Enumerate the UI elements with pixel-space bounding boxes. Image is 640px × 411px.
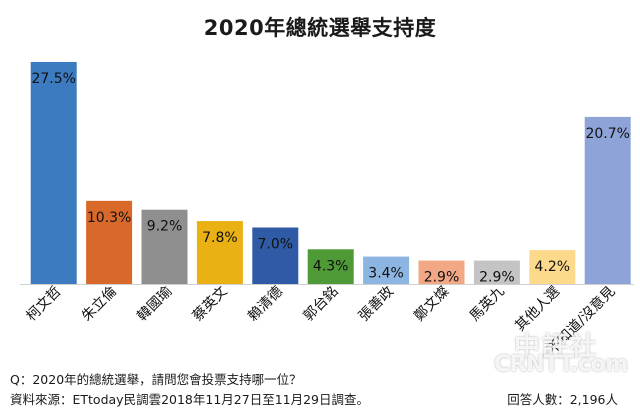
data-label: 2.9% [479, 270, 515, 286]
respondent-count: 回答人數：2,196人 [507, 392, 618, 407]
bar [141, 209, 188, 284]
data-label: 27.5% [31, 71, 75, 87]
watermark-cn: 中評社 [514, 332, 599, 362]
data-label: 4.3% [313, 258, 349, 274]
bar [363, 256, 410, 284]
data-label: 10.3% [87, 210, 131, 226]
category-label: 蔡英文 [189, 283, 231, 325]
bar [307, 249, 354, 284]
data-label: 2.9% [424, 270, 460, 286]
bar [30, 62, 77, 284]
chart-title: 2020年總統選舉支持度 [203, 16, 437, 40]
data-source: 資料來源：ETtoday民調雲2018年11月27日至11月29日調查。 [10, 392, 370, 407]
data-label: 9.2% [147, 219, 183, 235]
survey-question: Q：2020年的總統選舉，請問您會投票支持哪一位？ [10, 372, 302, 387]
data-label: 7.0% [258, 236, 294, 252]
category-label: 鄭文燦 [411, 284, 452, 325]
bar [252, 227, 299, 284]
category-label: 柯文哲 [24, 284, 65, 325]
bar [473, 260, 520, 284]
bar [196, 221, 243, 284]
category-label: 賴清德 [245, 284, 286, 325]
category-label: 張善政 [356, 284, 397, 325]
bar [584, 116, 631, 284]
data-label: 3.4% [368, 266, 404, 282]
bar [418, 260, 465, 284]
watermark-en: CRNTT.com [494, 352, 628, 377]
bar [529, 250, 576, 284]
data-label: 20.7% [585, 126, 629, 142]
watermark-logo: 中評社 CRNTT.com [492, 326, 628, 386]
data-label: 7.8% [202, 230, 238, 246]
data-label: 4.2% [535, 259, 571, 275]
category-label: 韓國瑜 [134, 284, 175, 325]
bar [86, 200, 133, 284]
category-label: 朱立倫 [79, 284, 120, 325]
category-label: 郭台銘 [300, 283, 342, 325]
category-label: 馬英九 [466, 283, 508, 325]
